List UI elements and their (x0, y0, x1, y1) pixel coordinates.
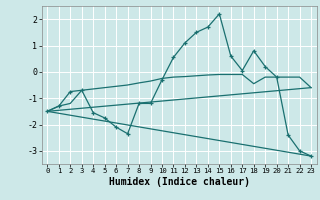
X-axis label: Humidex (Indice chaleur): Humidex (Indice chaleur) (109, 177, 250, 187)
